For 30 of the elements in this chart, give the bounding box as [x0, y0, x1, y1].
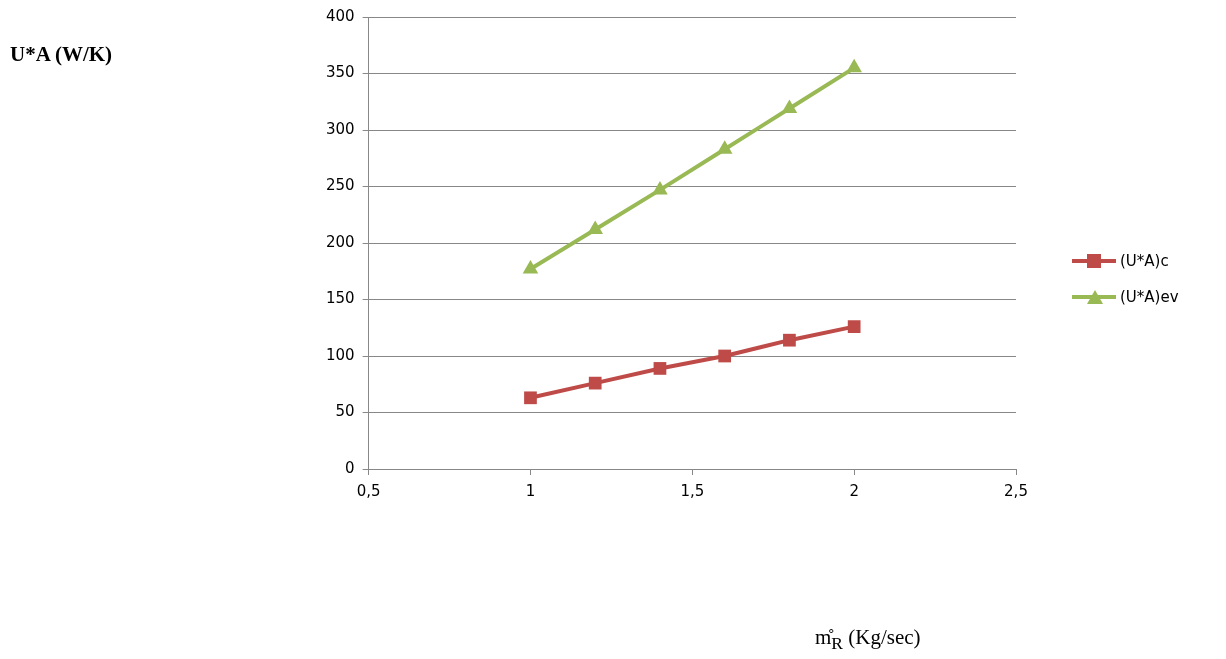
- point: [783, 333, 796, 347]
- y-tick-label: 0: [345, 458, 355, 477]
- point: [718, 349, 732, 363]
- y-tick-label: 400: [325, 6, 355, 25]
- point: [653, 362, 667, 375]
- point: [847, 320, 861, 333]
- point: [652, 180, 668, 195]
- point: [781, 99, 798, 114]
- point: [522, 259, 539, 274]
- point: [716, 140, 733, 154]
- text: U*A (W/K): [10, 42, 113, 67]
- y-tick-label: 350: [325, 63, 355, 82]
- point: [587, 220, 603, 234]
- x-tick-label: 0,5: [356, 481, 381, 500]
- point: [588, 376, 602, 390]
- legend-label: (U*A)ev: [1120, 288, 1179, 306]
- x-tick-label: 2,5: [1004, 481, 1028, 500]
- point: [846, 58, 862, 73]
- y-tick-label: 300: [325, 119, 355, 138]
- x-tick-label: 1: [525, 481, 536, 500]
- y-tick-label: 150: [325, 289, 355, 308]
- y-tick-label: 200: [325, 232, 355, 251]
- point: [524, 391, 537, 405]
- legend-label: (U*A)c: [1120, 252, 1169, 270]
- x-tick-label: 1,5: [680, 481, 705, 500]
- y-tick-label: 250: [325, 176, 355, 195]
- y-tick-label: 100: [325, 345, 355, 364]
- text: m̊$_{R}$ (Kg/sec): [815, 625, 921, 655]
- y-tick-label: 50: [335, 402, 355, 421]
- x-tick-label: 2: [849, 481, 859, 500]
